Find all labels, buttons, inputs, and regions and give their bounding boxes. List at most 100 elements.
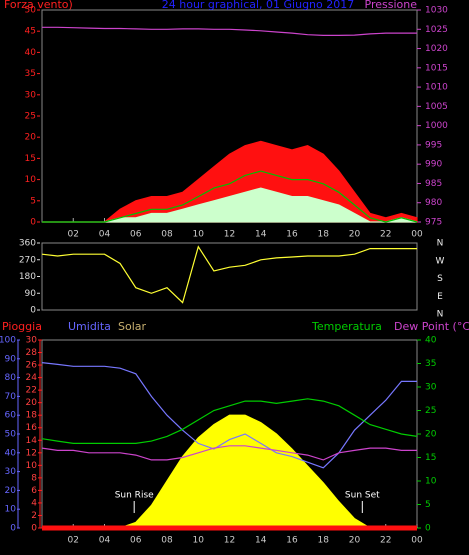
rain-tick-label: 24 xyxy=(26,373,38,383)
rain-tick-label: 10 xyxy=(26,461,38,471)
y-tick-label: 45 xyxy=(25,27,36,37)
line xyxy=(42,26,417,36)
rain-tick-label: 30 xyxy=(26,336,38,346)
y2-tick-label: 5 xyxy=(425,500,431,510)
direction-label: S xyxy=(437,274,443,284)
y2-tick-label: 0 xyxy=(425,524,431,534)
x-tick-label: 10 xyxy=(193,536,205,546)
y-axis-title: Forza vento) xyxy=(4,0,73,11)
y2-tick-label: 1000 xyxy=(425,121,448,131)
line xyxy=(41,245,417,304)
y-tick-label: 25 xyxy=(25,112,36,122)
y2-tick-label: 10 xyxy=(425,477,437,487)
x-tick-label: 00 xyxy=(411,230,423,240)
y-tick-label: 15 xyxy=(25,154,36,164)
y-tick-label: 10 xyxy=(25,175,37,185)
rain-tick-label: 14 xyxy=(26,436,38,446)
y-tick-label: 180 xyxy=(19,272,36,282)
rain-tick-label: 18 xyxy=(26,411,38,421)
x-tick-label: 18 xyxy=(318,536,330,546)
x-tick-label: 12 xyxy=(224,230,235,240)
y2-tick-label: 990 xyxy=(425,160,442,170)
rain-tick-label: 16 xyxy=(26,423,38,433)
rain-tick-label: 12 xyxy=(26,448,37,458)
y-tick-label: 100 xyxy=(0,336,16,346)
y-tick-label: 50 xyxy=(25,6,37,16)
y2-tick-label: 1020 xyxy=(425,44,448,54)
x-tick-label: 00 xyxy=(411,536,423,546)
y-tick-label: 35 xyxy=(25,69,36,79)
y-tick-label: 80 xyxy=(5,373,17,383)
y2-tick-label: 30 xyxy=(425,383,437,393)
y-tick-label: 50 xyxy=(5,430,17,440)
x-tick-label: 16 xyxy=(286,230,298,240)
y-tick-label: 270 xyxy=(19,255,36,265)
y-tick-label: 60 xyxy=(5,411,17,421)
x-tick-label: 14 xyxy=(255,536,267,546)
y2-tick-label: 975 xyxy=(425,218,442,228)
x-tick-label: 04 xyxy=(99,230,111,240)
y-tick-label: 70 xyxy=(5,392,17,402)
y-tick-label: 360 xyxy=(19,239,36,249)
rain-tick-label: 20 xyxy=(26,398,38,408)
axis-title: Solar xyxy=(118,320,147,333)
y-tick-label: 90 xyxy=(5,354,17,364)
annotation: Sun Set xyxy=(345,491,380,501)
direction-label: N xyxy=(437,239,444,249)
rain-tick-label: 4 xyxy=(31,498,37,508)
y2-tick-label: 35 xyxy=(425,359,436,369)
plot-frame xyxy=(41,242,418,311)
line xyxy=(41,362,417,469)
rain-tick-label: 26 xyxy=(26,361,38,371)
rain-tick-label: 2 xyxy=(31,511,37,521)
annotation: Sun Rise xyxy=(115,491,154,501)
line xyxy=(41,398,418,444)
x-tick-label: 20 xyxy=(349,536,361,546)
y2-tick-label: 1005 xyxy=(425,102,448,112)
rain-tick-label: 8 xyxy=(31,473,37,483)
y-tick-label: 20 xyxy=(25,133,37,143)
x-tick-label: 02 xyxy=(68,230,79,240)
x-tick-label: 22 xyxy=(380,536,391,546)
y-tick-label: 30 xyxy=(25,90,37,100)
y-tick-label: 10 xyxy=(5,505,17,515)
y2-axis-title: Pressione xyxy=(365,0,418,11)
axis-title: Umidita xyxy=(68,320,111,333)
y-tick-label: 0 xyxy=(30,306,36,316)
chart-title: 24 hour graphical, 01 Giugno 2017 xyxy=(162,0,355,11)
x-tick-label: 02 xyxy=(68,536,79,546)
x-tick-label: 06 xyxy=(130,230,142,240)
y2-tick-label: 1010 xyxy=(425,83,448,93)
y-tick-label: 5 xyxy=(30,196,36,206)
y2-tick-label: 20 xyxy=(425,430,437,440)
direction-label: E xyxy=(437,292,443,302)
y2-tick-label: 995 xyxy=(425,140,442,150)
line xyxy=(42,170,418,223)
rain-tick-label: 0 xyxy=(31,524,37,534)
x-tick-label: 08 xyxy=(161,230,173,240)
rain-tick-label: 22 xyxy=(26,386,37,396)
x-tick-label: 16 xyxy=(286,536,298,546)
x-tick-label: 12 xyxy=(224,536,235,546)
direction-label: N xyxy=(437,310,444,320)
y2-tick-label: 1025 xyxy=(425,25,448,35)
x-tick-label: 14 xyxy=(255,230,267,240)
x-tick-label: 06 xyxy=(130,536,142,546)
y-tick-label: 40 xyxy=(25,48,37,58)
direction-label: W xyxy=(436,256,445,266)
y2-tick-label: 1030 xyxy=(425,6,448,16)
x-tick-label: 08 xyxy=(161,536,173,546)
x-tick-label: 18 xyxy=(318,230,330,240)
y2-tick-label: 40 xyxy=(425,336,437,346)
y2-tick-label: 15 xyxy=(425,453,436,463)
y-tick-label: 30 xyxy=(5,467,17,477)
y-tick-label: 20 xyxy=(5,486,17,496)
y2-tick-label: 980 xyxy=(425,198,442,208)
y2-tick-label: 985 xyxy=(425,179,442,189)
axis-title: Pioggia xyxy=(2,320,42,333)
axis-title: Dew Point (°C) xyxy=(394,320,469,333)
y-tick-label: 0 xyxy=(30,218,36,228)
axis-title: Temperatura xyxy=(311,320,382,333)
